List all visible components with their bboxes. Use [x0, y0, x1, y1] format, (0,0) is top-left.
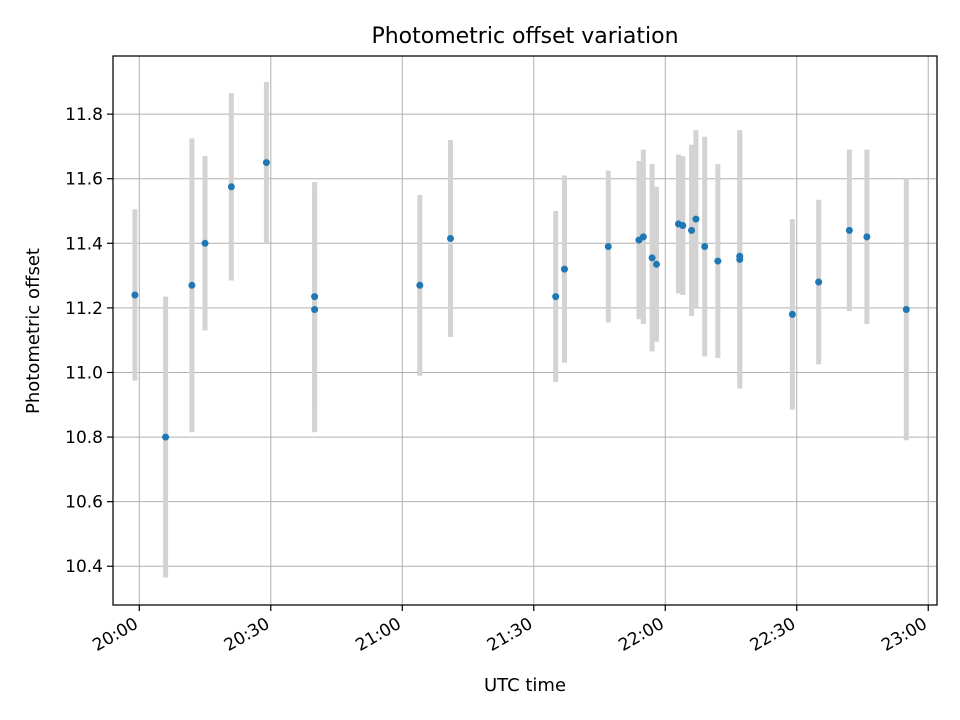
data-point [227, 183, 235, 191]
y-tick-label: 10.4 [65, 557, 103, 577]
data-point [446, 234, 454, 242]
data-point [262, 159, 270, 167]
data-point [688, 226, 696, 234]
y-tick-label: 11.2 [65, 299, 103, 319]
data-point [560, 265, 568, 273]
plot-frame [112, 55, 938, 606]
y-tick-label: 10.8 [65, 428, 103, 448]
data-point [679, 222, 687, 230]
data-point [552, 293, 560, 301]
data-point [311, 293, 319, 301]
data-point [692, 215, 700, 223]
chart-title: Photometric offset variation [371, 24, 678, 49]
data-point [162, 433, 170, 441]
data-point [188, 281, 196, 289]
data-point [845, 226, 853, 234]
x-axis-label: UTC time [484, 675, 566, 696]
data-point [416, 281, 424, 289]
y-tick-label: 11.4 [65, 234, 103, 254]
y-tick-label: 11.6 [65, 170, 103, 190]
data-point [311, 306, 319, 314]
data-point [652, 260, 660, 268]
y-axis-label: Photometric offset [23, 248, 44, 414]
data-point [902, 306, 910, 314]
data-point [131, 291, 139, 299]
data-point [714, 257, 722, 265]
data-points [131, 159, 910, 441]
data-point [815, 278, 823, 286]
y-tick-label: 11.0 [65, 363, 103, 383]
data-point [648, 254, 656, 262]
data-point [201, 239, 209, 247]
data-point [639, 233, 647, 241]
data-point [788, 310, 796, 318]
data-point [863, 233, 871, 241]
data-point [701, 243, 709, 251]
grid [113, 56, 937, 605]
data-point [736, 252, 744, 260]
y-tick-label: 10.6 [65, 493, 103, 513]
y-tick-label: 11.8 [65, 105, 103, 125]
data-point [604, 243, 612, 251]
